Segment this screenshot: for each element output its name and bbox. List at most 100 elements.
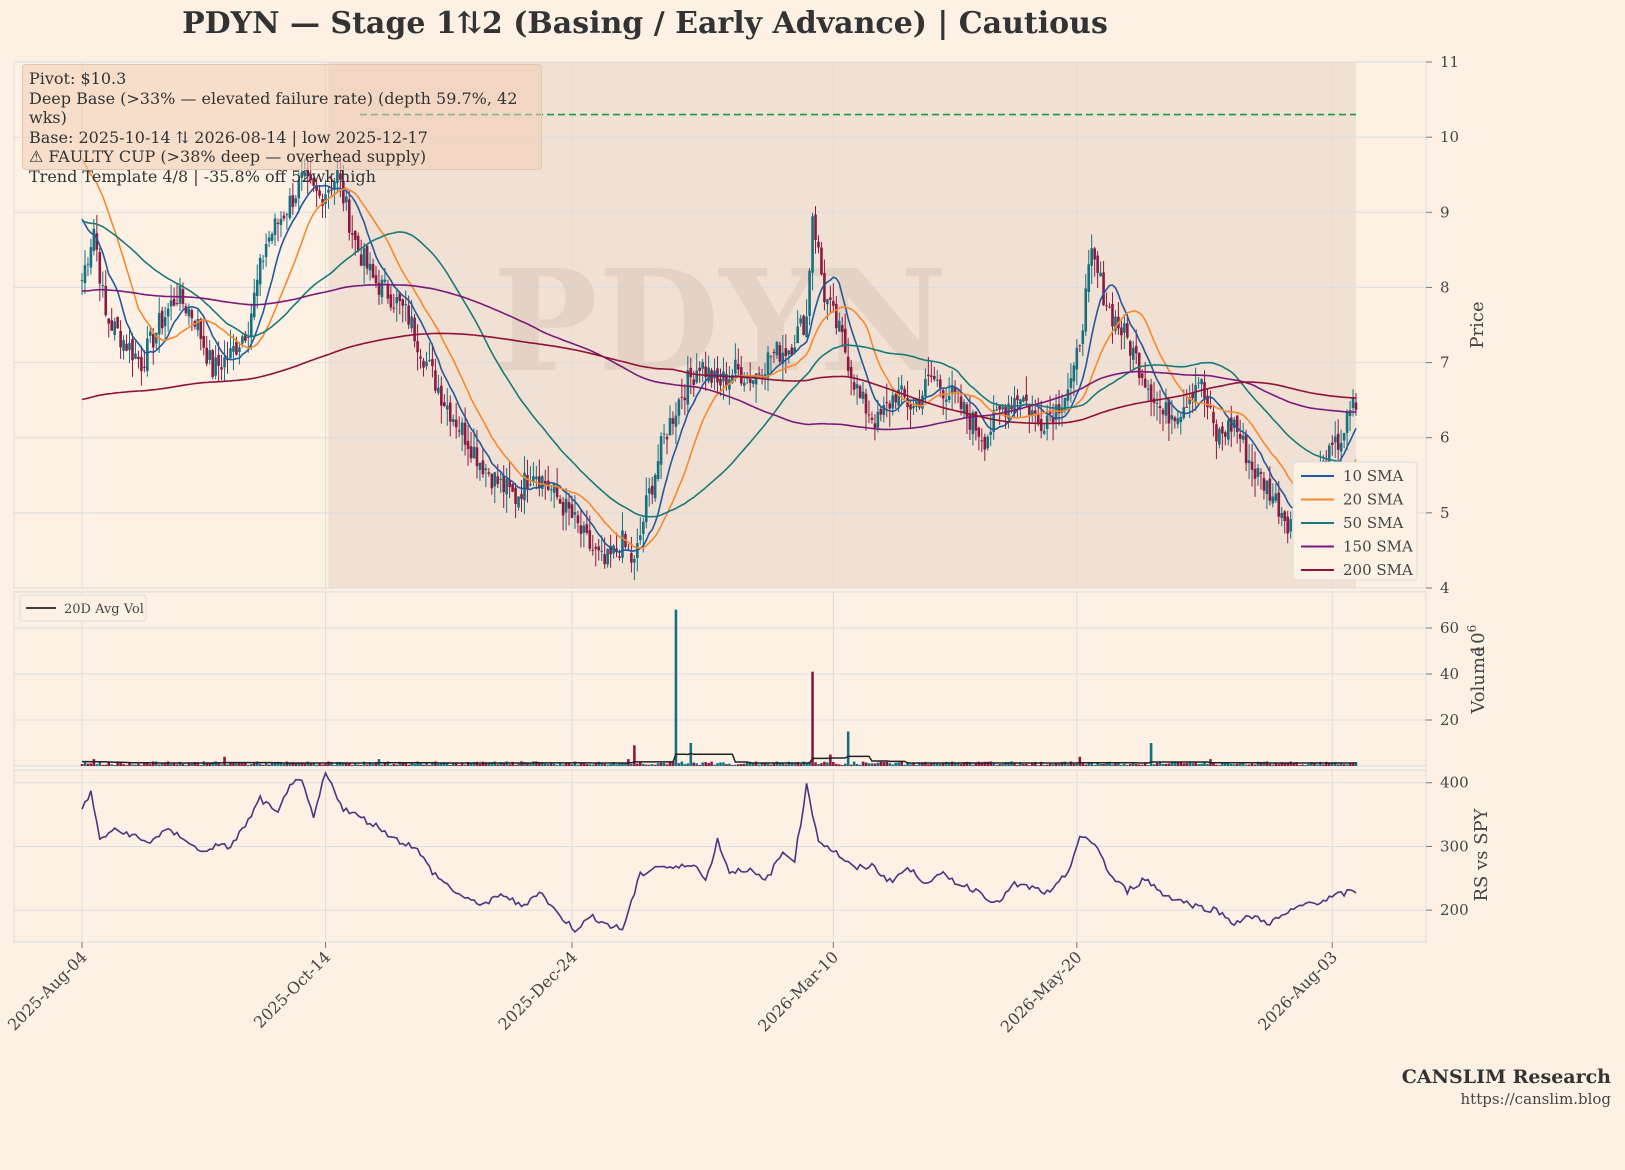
volume-bar — [255, 761, 259, 766]
volume-bar — [1348, 763, 1352, 766]
candle-body — [389, 294, 393, 308]
candle-body — [564, 498, 568, 513]
candle-body — [864, 393, 868, 414]
volume-bar — [1025, 764, 1028, 766]
volume-bar — [1054, 762, 1058, 766]
volume-bar — [977, 761, 981, 766]
candle-body — [309, 174, 312, 181]
candle-body — [552, 483, 556, 493]
volume-bar — [131, 764, 134, 766]
candle-body — [1247, 460, 1251, 464]
volume-bar — [692, 762, 696, 766]
candle-body — [526, 474, 529, 489]
candle-body — [927, 374, 930, 377]
candle-body — [808, 270, 811, 316]
candle-body — [980, 440, 984, 442]
candle-body — [342, 180, 345, 204]
volume-bar — [823, 761, 826, 766]
candle-body — [549, 489, 553, 491]
volume-bar — [1307, 763, 1310, 766]
volume-bar — [1301, 764, 1304, 766]
volume-bar — [793, 763, 797, 766]
volume-bar — [921, 762, 924, 766]
volume-bar — [1143, 762, 1147, 766]
volume-bar — [1235, 763, 1239, 766]
volume-bar — [989, 761, 993, 766]
candle-body — [1102, 272, 1105, 306]
legend-label-sma150-line: 150 SMA — [1343, 538, 1413, 556]
candle-body — [719, 378, 722, 386]
volume-bar — [731, 765, 734, 766]
candle-body — [1348, 410, 1352, 417]
candle-body — [1126, 323, 1129, 338]
candle-body — [1345, 412, 1349, 433]
candle-body — [1330, 442, 1334, 445]
volume-bar — [469, 763, 473, 766]
candle-body — [1271, 496, 1275, 504]
volume-bar — [1194, 762, 1197, 766]
candle-body — [1051, 417, 1055, 424]
volume-bar — [1016, 764, 1019, 766]
candle-body — [478, 462, 482, 470]
candle-body — [1206, 395, 1209, 408]
volume-bar — [128, 763, 131, 766]
volume-bar — [585, 764, 589, 766]
candle-body — [496, 476, 500, 485]
candle-body — [541, 476, 544, 489]
candle-body — [692, 379, 696, 385]
candle-body — [490, 473, 494, 489]
candle-body — [472, 446, 476, 459]
volume-bar — [781, 763, 785, 766]
candle-body — [662, 433, 666, 435]
volume-bar — [1117, 762, 1120, 766]
volume-bar — [846, 731, 850, 766]
candle-body — [270, 233, 274, 241]
candle-body — [826, 299, 829, 305]
candle-body — [1025, 394, 1028, 401]
candle-body — [829, 297, 832, 300]
candle-body — [119, 330, 122, 348]
volume-bar — [330, 762, 333, 766]
volume-bar — [962, 762, 966, 766]
candle-body — [950, 385, 954, 395]
candle-body — [701, 362, 704, 369]
candle-body — [1191, 392, 1194, 399]
candle-body — [823, 272, 826, 303]
volume-bar — [345, 763, 348, 766]
volume-bar — [247, 764, 250, 766]
x-tick-label: 2026-Aug-03 — [1254, 947, 1341, 1034]
candle-body — [683, 397, 687, 401]
volume-bar — [529, 763, 532, 766]
volume-bar — [716, 763, 719, 766]
candle-body — [1241, 435, 1245, 440]
volume-bar — [722, 762, 725, 766]
candle-body — [843, 328, 847, 353]
volume-bar — [606, 764, 609, 766]
volume-bar — [175, 764, 179, 766]
volume-bar — [1072, 763, 1076, 766]
volume-bar — [579, 762, 583, 766]
volume-bar — [689, 743, 693, 766]
candle-body — [870, 417, 874, 420]
volume-bar — [1028, 765, 1031, 766]
x-tick-label: 2025-Aug-04 — [4, 947, 91, 1034]
brand-url[interactable]: https://canslim.blog — [1460, 1090, 1612, 1108]
candle-body — [463, 422, 467, 445]
volume-bar — [695, 763, 699, 766]
volume-bar — [558, 762, 562, 766]
legend-label-sma20-line: 20 SMA — [1343, 491, 1403, 509]
candle-body — [1176, 418, 1180, 425]
volume-bar — [208, 763, 211, 766]
volume-bar — [425, 762, 428, 766]
volume-bar — [258, 763, 262, 766]
legend-label-sma10-line: 10 SMA — [1343, 467, 1403, 485]
volume-bar — [843, 763, 847, 766]
volume-bar — [1033, 761, 1037, 766]
volume-bar — [1336, 764, 1340, 766]
candle-body — [766, 352, 770, 378]
volume-bar — [508, 764, 511, 766]
volume-bar — [974, 763, 978, 766]
candle-body — [154, 332, 158, 344]
candle-body — [1075, 347, 1079, 370]
